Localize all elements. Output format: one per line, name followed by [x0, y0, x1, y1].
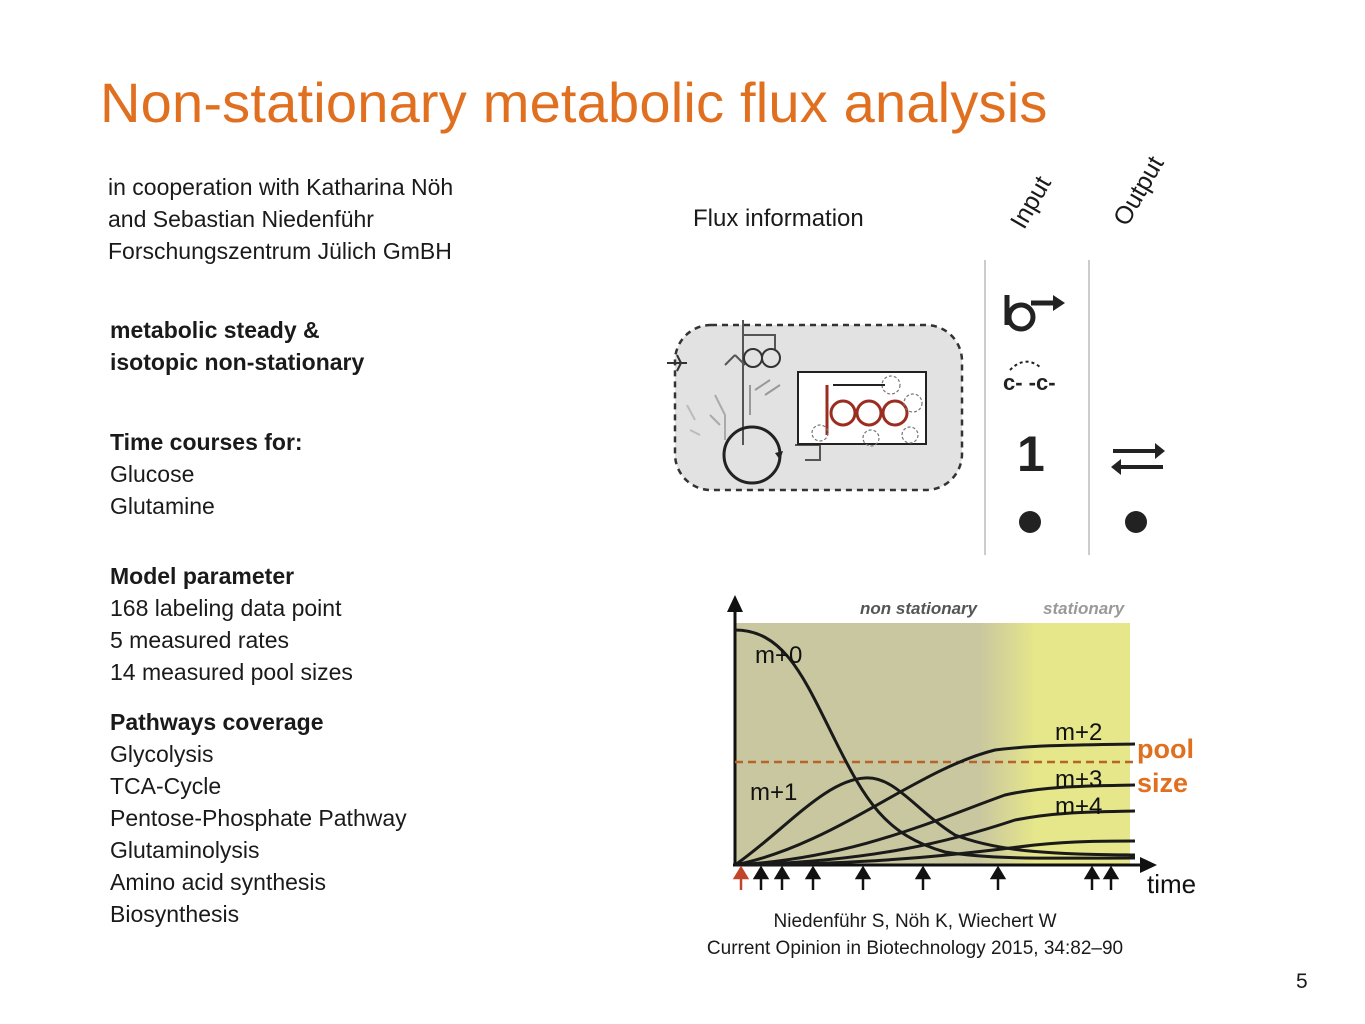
citation-authors: Niedenführ S, Nöh K, Wiechert W — [773, 911, 1057, 932]
model-parameter-block: Model parameter 168 labeling data point … — [110, 560, 353, 688]
output-dot-icon — [1125, 511, 1147, 533]
input-column-label: Input — [1004, 171, 1057, 234]
time-courses-item: Glucose — [110, 461, 195, 487]
output-column-label: Output — [1107, 151, 1170, 231]
region-stationary-label: stationary — [1043, 599, 1126, 618]
curve-label-m3: m+3 — [1055, 766, 1102, 793]
pathways-heading: Pathways coverage — [110, 709, 324, 735]
pathways-item: Biosynthesis — [110, 901, 240, 927]
cooperation-block: in cooperation with Katharina Nöh and Se… — [108, 171, 453, 267]
zoom-network — [825, 385, 909, 435]
cooperation-line: and Sebastian Niedenführ — [108, 206, 374, 232]
pool-label-line2: size — [1137, 768, 1188, 798]
labeling-timecourse-figure: non stationary stationary m+0 m+1 m+2 m+… — [727, 595, 1196, 899]
steady-state-block: metabolic steady & isotopic non-stationa… — [110, 314, 364, 378]
citation-journal: Current Opinion in Biotechnology 2015, 3… — [706, 938, 1124, 959]
cooperation-line: Forschungszentrum Jülich GmBH — [108, 238, 452, 264]
flux-information-diagram: c- -c- 1 — [667, 260, 1165, 555]
model-parameter-item: 5 measured rates — [110, 627, 289, 653]
curve-m3 — [734, 783, 1136, 867]
input-dot-icon — [1019, 511, 1041, 533]
region-nonstationary-label: non stationary — [860, 599, 979, 618]
pool-label-line1: pool — [1137, 734, 1194, 764]
curve-m1 — [734, 776, 1136, 867]
number-one-icon: 1 — [1017, 426, 1045, 482]
pathways-block: Pathways coverage Glycolysis TCA-Cycle P… — [110, 706, 407, 930]
time-courses-heading: Time courses for: — [110, 429, 303, 455]
curve-label-m2: m+2 — [1055, 719, 1102, 746]
model-parameter-heading: Model parameter — [110, 563, 295, 589]
steady-state-line: metabolic steady & — [110, 317, 320, 343]
pathways-item: Amino acid synthesis — [110, 869, 327, 895]
pathways-item: Glycolysis — [110, 741, 214, 767]
flux-information-label: Flux information — [693, 205, 864, 232]
curve-m2 — [734, 742, 1136, 867]
curve-m0 — [734, 628, 1136, 860]
curve-m4 — [734, 809, 1136, 867]
pathways-item: Pentose-Phosphate Pathway — [110, 805, 407, 831]
curve-label-m1: m+1 — [750, 779, 797, 806]
ring-structure — [743, 348, 781, 368]
x-axis-label: time — [1147, 869, 1196, 899]
zoom-circles — [811, 375, 923, 447]
slide-title: Non-stationary metabolic flux analysis — [100, 71, 1048, 134]
uptake-arrow — [667, 354, 687, 372]
carbon-bond-label: c- -c- — [1003, 370, 1056, 395]
exchange-arrows-icon — [1113, 449, 1163, 469]
input-label-icon — [1004, 295, 1057, 332]
steady-state-line: isotopic non-stationary — [110, 349, 365, 375]
sampling-arrows — [732, 865, 1120, 890]
model-parameter-item: 14 measured pool sizes — [110, 659, 353, 685]
time-courses-block: Time courses for: Glucose Glutamine — [110, 426, 303, 522]
model-parameter-item: 168 labeling data point — [110, 595, 342, 621]
curve-label-m0: m+0 — [755, 642, 802, 669]
curve-m5 — [734, 839, 1136, 867]
curve-label-m4: m+4 — [1055, 793, 1102, 820]
pathways-item: Glutaminolysis — [110, 837, 260, 863]
page-number: 5 — [1296, 970, 1308, 993]
curves — [734, 628, 1136, 867]
pathways-item: TCA-Cycle — [110, 773, 222, 799]
citation: Niedenführ S, Nöh K, Wiechert W Current … — [640, 908, 1190, 962]
cooperation-line: in cooperation with Katharina Nöh — [108, 174, 454, 200]
time-courses-item: Glutamine — [110, 493, 215, 519]
